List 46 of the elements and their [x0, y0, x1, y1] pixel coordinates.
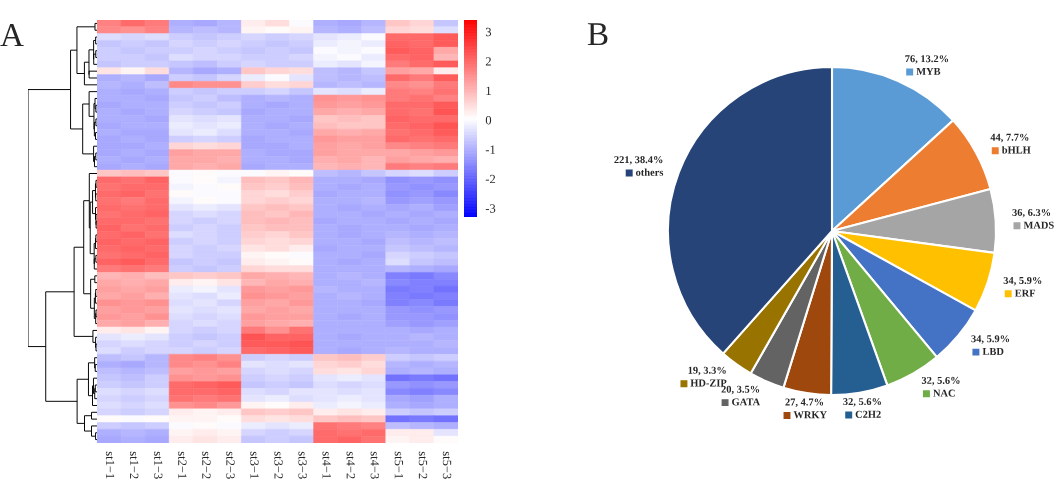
x-tick-label: st2−1 [178, 451, 187, 479]
data-label: 44, 7.7% [990, 133, 1029, 143]
text: B [587, 23, 608, 46]
legend-label: MYB [916, 67, 941, 75]
color-bar-label: -3 [485, 204, 496, 213]
legend-label: others [636, 168, 664, 176]
x-tick-label: st3−3 [298, 451, 307, 479]
x-tick-label: st1−3 [154, 451, 163, 479]
color-bar-label: -1 [485, 145, 495, 154]
legend-label: NAC [933, 389, 955, 397]
x-tick-label: st5−3 [442, 451, 452, 479]
legend-label: ERF [1014, 289, 1036, 297]
data-label: 20, 3.5% [721, 385, 760, 395]
x-tick-label: st1−1 [105, 451, 115, 479]
data-label: 27, 4.7% [785, 398, 824, 408]
data-label: 76, 13.2% [905, 55, 949, 64]
legend-label: HD-ZIP [690, 379, 727, 387]
data-label: 34, 5.9% [1003, 276, 1042, 286]
x-tick-label: st2−2 [202, 451, 211, 479]
x-tick-label: st4−2 [346, 451, 355, 479]
data-label: 19, 3.3% [688, 366, 726, 376]
color-bar-label: 1 [486, 86, 491, 95]
legend-label: bHLH [1001, 146, 1031, 154]
legend-label: WRKY [793, 411, 827, 419]
color-bar-label: 0 [485, 115, 492, 125]
data-label: 32, 5.6% [843, 398, 881, 407]
x-tick-label: st2−3 [226, 451, 235, 479]
legend-label: C2H2 [855, 410, 881, 418]
data-label: 221, 38.4% [614, 156, 663, 165]
text: A [0, 24, 24, 47]
color-bar-label: 2 [485, 57, 491, 66]
color-bar-label: 3 [485, 27, 492, 37]
x-tick-label: st5−2 [418, 451, 428, 479]
x-tick-label: st3−1 [250, 451, 259, 479]
data-label: 36, 6.3% [1012, 208, 1051, 218]
legend-label: LBD [982, 348, 1004, 355]
color-bar-label: -2 [485, 174, 496, 184]
legend-label: MADS [1023, 221, 1054, 229]
legend-label: GATA [732, 398, 761, 406]
data-label: 34, 5.9% [971, 335, 1010, 344]
x-tick-label: st4−3 [370, 451, 380, 479]
x-tick-label: st1−2 [129, 451, 139, 479]
x-tick-label: st4−1 [322, 451, 331, 479]
data-label: 32, 5.6% [921, 376, 960, 386]
x-tick-label: st5−1 [394, 451, 404, 479]
x-tick-label: st3−2 [274, 451, 283, 479]
